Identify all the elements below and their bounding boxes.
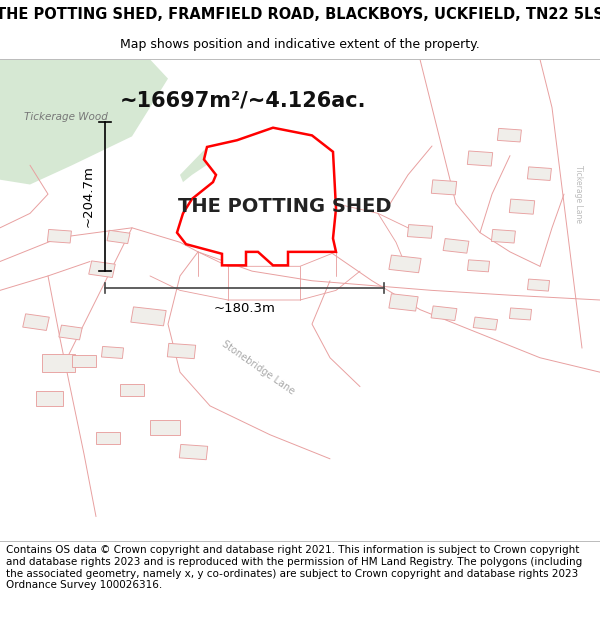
Bar	[23, 314, 49, 331]
Bar	[72, 356, 96, 367]
Bar	[42, 354, 75, 372]
Bar	[497, 128, 521, 142]
Text: ~16697m²/~4.126ac.: ~16697m²/~4.126ac.	[120, 90, 367, 110]
Bar	[167, 343, 196, 359]
Bar	[527, 279, 550, 291]
Text: Map shows position and indicative extent of the property.: Map shows position and indicative extent…	[120, 38, 480, 51]
Bar	[59, 325, 82, 340]
Polygon shape	[177, 127, 336, 266]
Bar	[467, 151, 493, 166]
Bar	[467, 260, 490, 272]
Text: THE POTTING SHED: THE POTTING SHED	[178, 197, 392, 216]
Text: Tickerage Wood: Tickerage Wood	[24, 112, 108, 122]
Bar	[96, 432, 120, 444]
Bar	[47, 229, 71, 243]
Bar	[473, 317, 497, 330]
Bar	[150, 420, 180, 435]
Bar	[491, 229, 515, 243]
Bar	[101, 346, 124, 359]
Bar	[431, 306, 457, 321]
Bar	[131, 307, 166, 326]
Bar	[36, 391, 63, 406]
Text: ~180.3m: ~180.3m	[214, 302, 275, 316]
Bar	[120, 384, 144, 396]
Bar	[407, 224, 433, 238]
Bar	[527, 167, 551, 181]
Text: Tickerage Lane: Tickerage Lane	[575, 165, 583, 223]
Text: ~204.7m: ~204.7m	[81, 166, 94, 228]
Bar	[509, 199, 535, 214]
Text: Stonebridge Lane: Stonebridge Lane	[220, 339, 296, 396]
Polygon shape	[180, 134, 261, 182]
Bar	[431, 180, 457, 195]
Bar	[389, 255, 421, 272]
Bar	[389, 294, 418, 311]
Text: THE POTTING SHED, FRAMFIELD ROAD, BLACKBOYS, UCKFIELD, TN22 5LS: THE POTTING SHED, FRAMFIELD ROAD, BLACKB…	[0, 8, 600, 22]
Bar	[443, 239, 469, 253]
Bar	[509, 308, 532, 320]
Polygon shape	[0, 59, 168, 184]
Bar	[89, 261, 115, 278]
Bar	[107, 230, 130, 244]
Bar	[179, 444, 208, 460]
Text: Contains OS data © Crown copyright and database right 2021. This information is : Contains OS data © Crown copyright and d…	[6, 545, 582, 590]
